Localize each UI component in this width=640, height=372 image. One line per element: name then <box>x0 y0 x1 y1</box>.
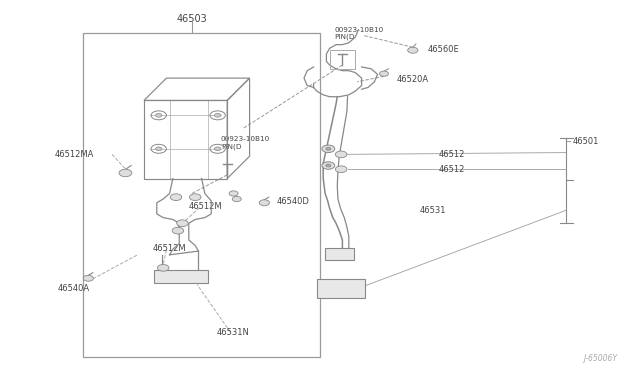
Text: 46540A: 46540A <box>58 284 90 293</box>
Circle shape <box>335 151 347 158</box>
Text: J-65006Y: J-65006Y <box>584 354 618 363</box>
Circle shape <box>322 145 335 153</box>
Circle shape <box>232 196 241 202</box>
Text: 00923-10B10
PIN(D: 00923-10B10 PIN(D <box>221 137 270 150</box>
Circle shape <box>170 194 182 201</box>
Circle shape <box>119 169 132 177</box>
Circle shape <box>326 147 331 150</box>
Circle shape <box>157 264 169 271</box>
Circle shape <box>335 166 347 173</box>
Text: 00923-10B10
PIN(D: 00923-10B10 PIN(D <box>335 27 384 40</box>
Text: 46512: 46512 <box>438 150 465 159</box>
Bar <box>154 270 208 283</box>
Circle shape <box>326 164 331 167</box>
Bar <box>325 248 354 260</box>
Circle shape <box>214 113 221 117</box>
Bar <box>317 279 365 298</box>
Circle shape <box>229 191 238 196</box>
Circle shape <box>156 113 162 117</box>
Text: 46512MA: 46512MA <box>54 150 94 159</box>
Text: 46540D: 46540D <box>276 198 309 206</box>
Text: 46512M: 46512M <box>152 244 186 253</box>
Circle shape <box>259 200 269 206</box>
Text: 46512: 46512 <box>438 165 465 174</box>
Text: 46531: 46531 <box>419 206 445 215</box>
Circle shape <box>83 275 93 281</box>
Text: 46503: 46503 <box>177 14 207 23</box>
Circle shape <box>214 147 221 151</box>
Circle shape <box>380 71 388 76</box>
Text: 46512M: 46512M <box>189 202 223 211</box>
Circle shape <box>189 194 201 201</box>
Bar <box>83 33 320 357</box>
Circle shape <box>322 162 335 169</box>
Circle shape <box>177 220 188 227</box>
Circle shape <box>172 227 184 234</box>
Text: 46501: 46501 <box>573 137 599 146</box>
Text: 46531N: 46531N <box>216 328 249 337</box>
Text: 46520A: 46520A <box>397 75 429 84</box>
Circle shape <box>156 147 162 151</box>
Text: 46560E: 46560E <box>428 45 460 54</box>
Circle shape <box>408 47 418 53</box>
